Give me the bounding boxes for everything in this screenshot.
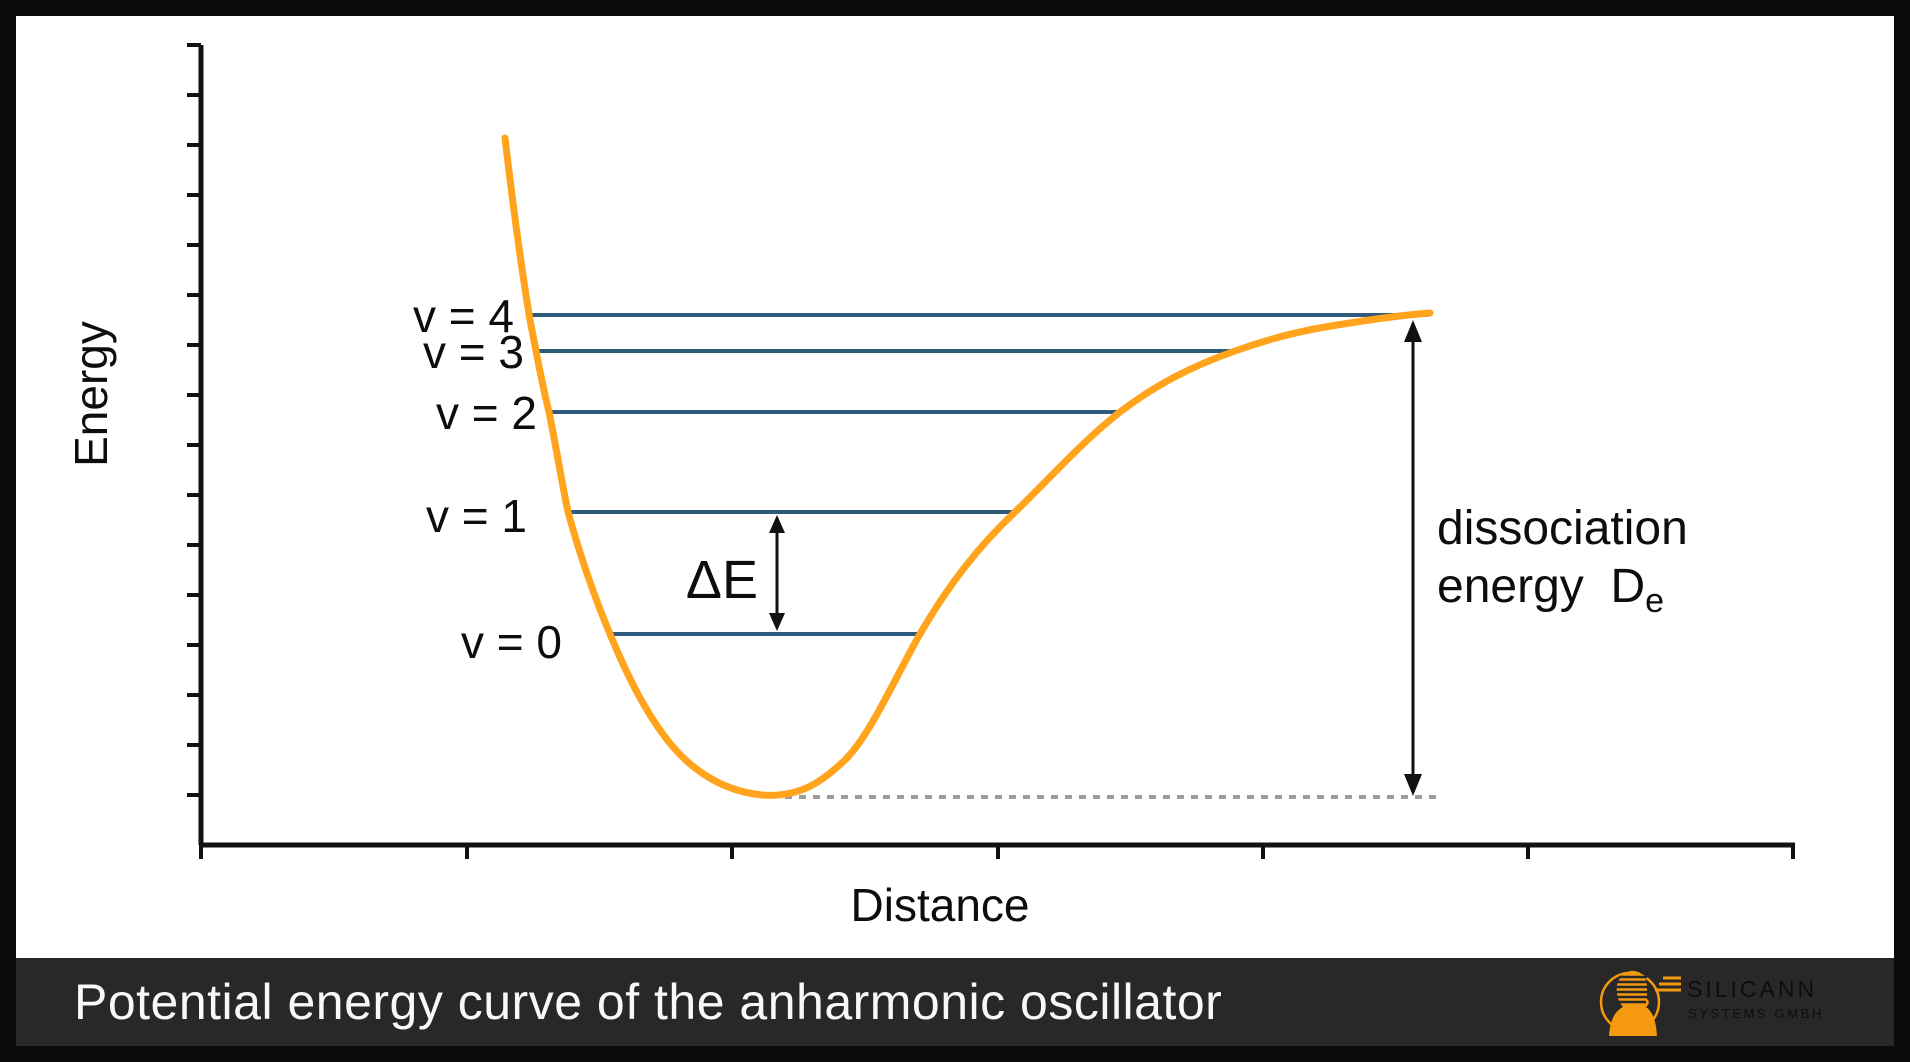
silicann-logo-name: SILICANN <box>1687 976 1817 1002</box>
figure-canvas: Energy Distance v = 4 v = 3 v = 2 v = 1 … <box>65 43 1795 931</box>
svg-text:energy De: energy De <box>1437 560 1664 620</box>
dissociation-energy-label: dissociation energy De <box>1437 502 1688 620</box>
y-axis-label: Energy <box>65 321 117 467</box>
dissociation-energy-arrow <box>1404 320 1422 796</box>
level-label-v2: v = 2 <box>436 387 537 439</box>
y-axis-ticks <box>187 43 201 797</box>
x-axis-ticks <box>199 845 1795 859</box>
svg-text:dissociation: dissociation <box>1437 502 1688 555</box>
potential-energy-curve <box>501 134 1434 799</box>
level-label-v0: v = 0 <box>461 616 562 668</box>
potential-curve-figure: Energy Distance v = 4 v = 3 v = 2 v = 1 … <box>16 16 1894 958</box>
x-axis-label: Distance <box>851 879 1030 931</box>
silicann-logo-equals-icon <box>1655 976 1681 992</box>
figure-caption: Potential energy curve of the anharmonic… <box>74 974 1223 1030</box>
level-label-v4: v = 4 <box>413 290 514 342</box>
silicann-logo: SILICANN SYSTEMS GMBH <box>1599 970 1824 1036</box>
delta-e-label: ΔE <box>686 550 758 610</box>
delta-e-arrow <box>769 515 785 631</box>
level-label-v3: v = 3 <box>423 326 524 378</box>
silicann-logo-head-icon <box>1599 970 1661 1036</box>
title-bar: Potential energy curve of the anharmonic… <box>16 958 1894 1046</box>
silicann-logo-subtitle: SYSTEMS GMBH <box>1688 1006 1824 1021</box>
level-label-v1: v = 1 <box>426 490 527 542</box>
